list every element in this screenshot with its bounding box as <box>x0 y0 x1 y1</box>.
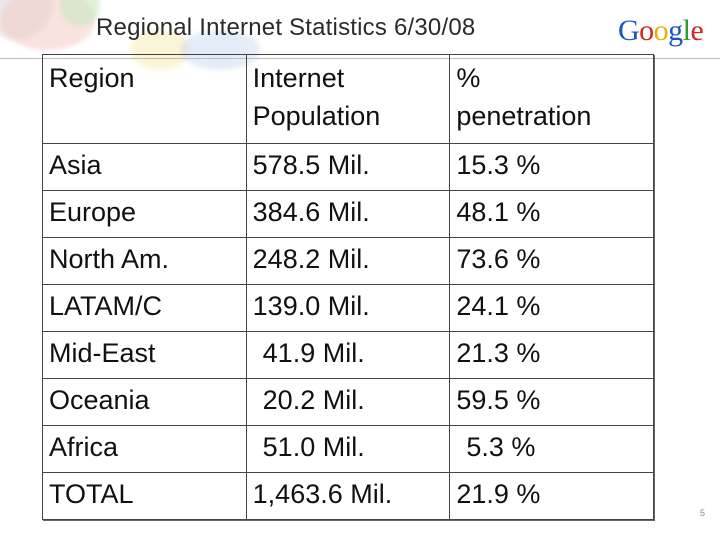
header-line: Internet <box>252 63 345 93</box>
header-line: penetration <box>456 101 592 131</box>
cell-population: 1,463.6 Mil. <box>245 472 451 520</box>
cell-penetration: 21.9 % <box>449 472 654 520</box>
cell-penetration: 73.6 % <box>449 237 654 285</box>
table-row: Europe 384.6 Mil. 48.1 % <box>42 190 654 238</box>
header-line: Population <box>252 101 381 131</box>
cell-penetration: 21.3 % <box>449 331 654 379</box>
cell-penetration: 5.3 % <box>449 425 654 473</box>
cell-population: 384.6 Mil. <box>245 190 451 238</box>
cell-population: 41.9 Mil. <box>245 331 451 379</box>
logo-letter: e <box>690 14 704 47</box>
cell-population: 248.2 Mil. <box>245 237 451 285</box>
cell-region: Asia <box>42 143 247 191</box>
column-header-penetration: % penetration <box>449 54 654 144</box>
logo-letter: G <box>618 14 640 47</box>
cell-penetration: 48.1 % <box>449 190 654 238</box>
table-row: Oceania 20.2 Mil. 59.5 % <box>42 378 654 426</box>
logo-letter: g <box>668 14 683 47</box>
table-row: Mid-East 41.9 Mil. 21.3 % <box>42 331 654 379</box>
page-number: 5 <box>700 508 706 518</box>
table-row: Africa 51.0 Mil. 5.3 % <box>42 425 654 473</box>
cell-region: Mid-East <box>42 331 247 379</box>
table-header-row: Region Internet Population % penetration <box>42 54 654 144</box>
cell-population: 51.0 Mil. <box>245 425 451 473</box>
column-header-region: Region <box>42 54 247 144</box>
cell-population: 578.5 Mil. <box>245 143 451 191</box>
column-header-population: Internet Population <box>245 54 451 144</box>
cell-region: Oceania <box>42 378 247 426</box>
cell-region: LATAM/C <box>42 284 247 332</box>
cell-penetration: 15.3 % <box>449 143 654 191</box>
google-logo: Google <box>618 14 704 48</box>
statistics-table: Region Internet Population % penetration… <box>42 54 654 520</box>
table-row: Asia 578.5 Mil. 15.3 % <box>42 143 654 191</box>
slide-title: Regional Internet Statistics 6/30/08 <box>96 14 476 41</box>
header-line: Region <box>49 63 135 93</box>
header-line: % <box>456 63 481 93</box>
logo-letter: l <box>682 14 691 47</box>
cell-population: 20.2 Mil. <box>245 378 451 426</box>
cell-region: North Am. <box>42 237 247 285</box>
cell-region: Africa <box>42 425 247 473</box>
cell-region: Europe <box>42 190 247 238</box>
logo-letter: o <box>653 14 669 47</box>
table-row: North Am. 248.2 Mil. 73.6 % <box>42 237 654 285</box>
cell-population: 139.0 Mil. <box>245 284 451 332</box>
table-row: TOTAL 1,463.6 Mil. 21.9 % <box>42 472 654 520</box>
logo-letter: o <box>639 14 654 47</box>
cell-region: TOTAL <box>42 472 247 520</box>
table-row: LATAM/C 139.0 Mil. 24.1 % <box>42 284 654 332</box>
cell-penetration: 59.5 % <box>449 378 654 426</box>
cell-penetration: 24.1 % <box>449 284 654 332</box>
